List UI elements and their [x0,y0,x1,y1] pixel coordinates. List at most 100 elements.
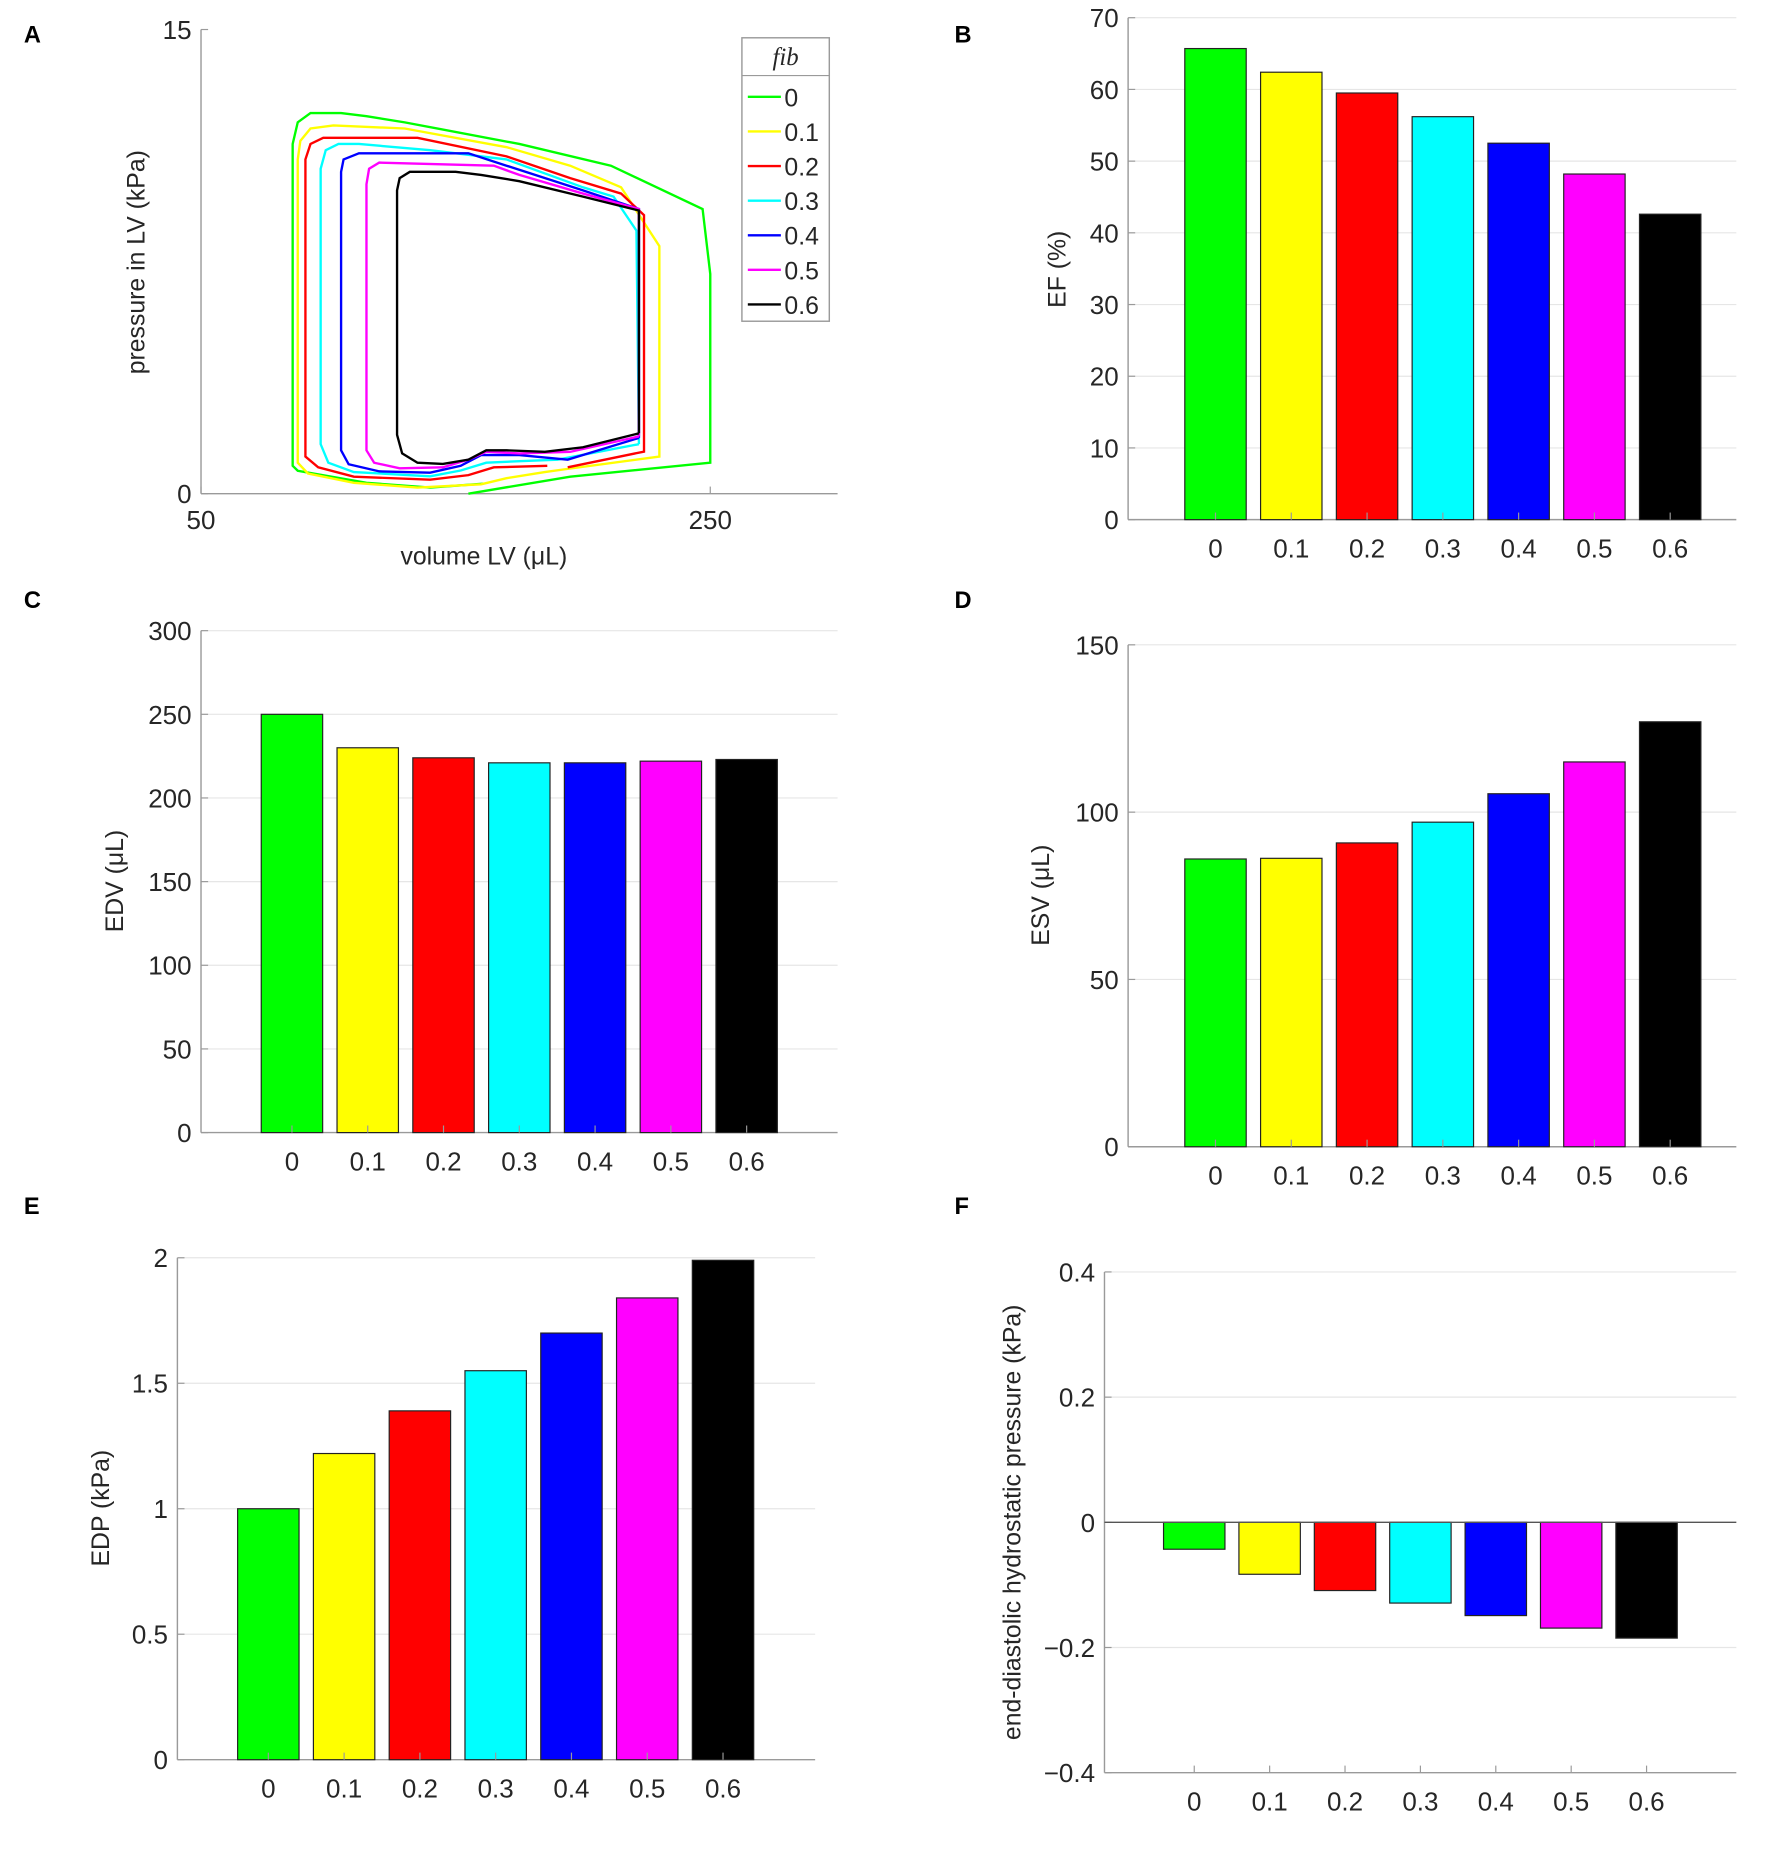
x-tick-label: 0.6 [705,1773,741,1803]
bar-0_2 [1335,92,1399,521]
x-tick-label: 0.5 [653,1146,689,1176]
panel-label-E: E [24,1194,40,1220]
panel-label-D: D [954,588,971,614]
y-tick-label: 1.5 [132,1369,168,1399]
pv-loop-0_5 [365,161,641,470]
bar-0 [1184,858,1247,1148]
legend-entry: 0.3 [784,189,818,216]
bar-0 [260,713,324,1134]
bar-0_2 [412,757,475,1134]
y-tick-label: 100 [148,951,191,981]
y-tick-label: 20 [1090,362,1119,392]
y-axis-label: EDP (kPa) [88,1450,115,1567]
x-tick-label: 0.5 [1553,1786,1589,1816]
x-tick-label: 0.1 [1273,533,1309,563]
bar-0_4 [540,1332,603,1761]
x-tick-label: 0.3 [1425,1161,1461,1191]
bar-0_1 [336,747,400,1134]
legend-entry: 0.1 [784,120,818,147]
x-tick-label: 0.6 [1629,1786,1665,1816]
bar-0_2 [388,1410,452,1761]
bar-0_4 [563,762,627,1134]
bar-0_4 [1487,142,1550,521]
x-tick-label: 0.2 [425,1146,461,1176]
bar-0_3 [1411,116,1475,521]
y-axis-label: pressure in LV (kPa) [123,150,150,374]
y-tick-label: 0.2 [1059,1383,1095,1413]
y-tick-label: 0 [1104,505,1118,535]
bar-0_2 [1335,842,1399,1148]
bar-0_1 [1238,1521,1301,1575]
bar-0_6 [715,758,778,1134]
panel-label-A: A [24,23,41,49]
y-tick-label: 30 [1090,290,1119,320]
bar-0_1 [1259,857,1323,1148]
x-tick-label: 0.3 [478,1773,514,1803]
legend-entry: 0 [784,85,798,112]
panel-label-B: B [954,23,971,49]
x-tick-label: 0.4 [577,1146,613,1176]
x-tick-label: 0.2 [1327,1786,1363,1816]
legend-entry: 0.6 [784,293,818,320]
x-tick-label: 0 [1187,1786,1201,1816]
y-axis-label: EDV (μL) [102,830,129,932]
x-tick-label: 0.3 [501,1146,537,1176]
bar-0_1 [312,1452,376,1761]
y-axis-label: EF (%) [1045,231,1072,308]
y-tick-label: 100 [1075,798,1118,828]
y-axis-label: ESV (μL) [1028,845,1055,946]
bar-0_1 [1259,71,1323,521]
x-tick-label: 0.4 [1478,1786,1514,1816]
bar-0_5 [1539,1521,1603,1629]
bar-0 [1184,47,1247,521]
y-tick-label: 0.4 [1059,1257,1095,1287]
y-tick-label: 50 [163,1034,192,1064]
bar-0_3 [1389,1521,1452,1604]
y-axis-label: end-diastolic hydrostatic pressure (kPa) [1000,1305,1027,1741]
y-tick-label: 0 [177,479,191,509]
x-tick-label: 0.3 [1402,1786,1438,1816]
x-tick-label: 0.6 [1652,533,1688,563]
x-tick-label: 50 [187,505,216,535]
bar-0_5 [1563,761,1626,1148]
x-tick-label: 0.3 [1425,533,1461,563]
y-tick-label: 15 [163,15,192,45]
y-tick-label: 0 [1104,1132,1118,1162]
legend-box [741,37,831,322]
bar-0_5 [639,760,703,1134]
bar-0 [237,1508,300,1761]
x-tick-label: 250 [689,505,732,535]
x-tick-label: 0.2 [402,1773,438,1803]
pv-loop-0_2 [304,136,646,481]
bar-0_6 [1615,1521,1678,1639]
legend-title: fib [773,44,799,71]
bar-0 [1162,1521,1226,1550]
y-tick-label: 150 [148,867,191,897]
x-tick-label: 0.5 [629,1773,665,1803]
bar-0_3 [1411,821,1475,1148]
y-tick-label: −0.4 [1044,1758,1095,1788]
bar-0_4 [1464,1521,1528,1617]
x-tick-label: 0.6 [1652,1161,1688,1191]
pv-loop-0_3 [319,142,641,478]
y-tick-label: 10 [1090,433,1119,463]
legend-entry: 0.4 [784,224,819,251]
x-tick-label: 0.2 [1349,533,1385,563]
x-tick-label: 0 [261,1773,275,1803]
x-tick-label: 0.4 [1501,533,1537,563]
x-tick-label: 0 [285,1146,299,1176]
y-tick-label: 0 [153,1745,167,1775]
x-tick-label: 0.1 [1273,1161,1309,1191]
y-tick-label: 50 [1090,965,1119,995]
pv-loop-0_4 [339,152,641,474]
pv-loop-0_1 [296,124,661,489]
x-tick-label: 0.4 [553,1773,589,1803]
y-tick-label: 50 [1090,147,1119,177]
y-tick-label: 2 [153,1243,167,1273]
bar-0_4 [1487,793,1550,1148]
y-tick-label: 150 [1075,630,1118,660]
x-tick-label: 0.1 [1252,1786,1288,1816]
x-axis-label: volume LV (μL) [400,544,567,571]
y-tick-label: 40 [1090,218,1119,248]
x-tick-label: 0 [1208,1161,1222,1191]
